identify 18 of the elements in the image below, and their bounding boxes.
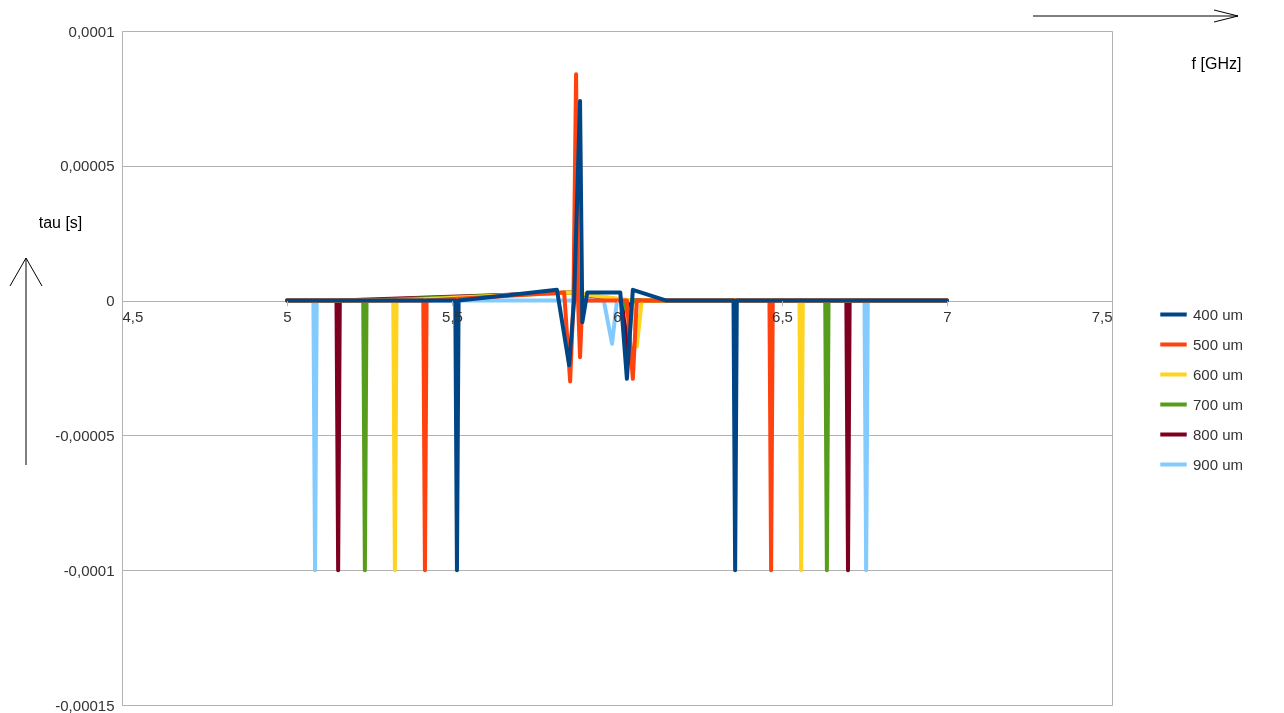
x-tick-label: 4,5 — [122, 308, 144, 326]
legend-label: 600 um — [1193, 365, 1244, 383]
legend-label: 800 um — [1193, 425, 1244, 443]
y-tick-label: -0,00005 — [55, 426, 115, 444]
x-tick-label: 5 — [283, 308, 292, 326]
legend-label: 900 um — [1193, 455, 1244, 473]
legend-label: 500 um — [1193, 335, 1244, 353]
y-tick-label: -0,00015 — [55, 696, 115, 713]
y-tick-label: 0 — [106, 292, 115, 310]
x-axis-title: f [GHz] — [1191, 54, 1242, 72]
y-axis-title: tau [s] — [38, 213, 83, 231]
x-tick-label: 7 — [943, 308, 952, 326]
y-tick-label: -0,0001 — [63, 561, 115, 579]
y-tick-label: 0,0001 — [68, 22, 115, 40]
y-tick-label: 0,00005 — [60, 157, 115, 175]
x-tick-label: 7,5 — [1091, 308, 1113, 326]
legend-label: 400 um — [1193, 305, 1244, 323]
legend-label: 700 um — [1193, 395, 1244, 413]
